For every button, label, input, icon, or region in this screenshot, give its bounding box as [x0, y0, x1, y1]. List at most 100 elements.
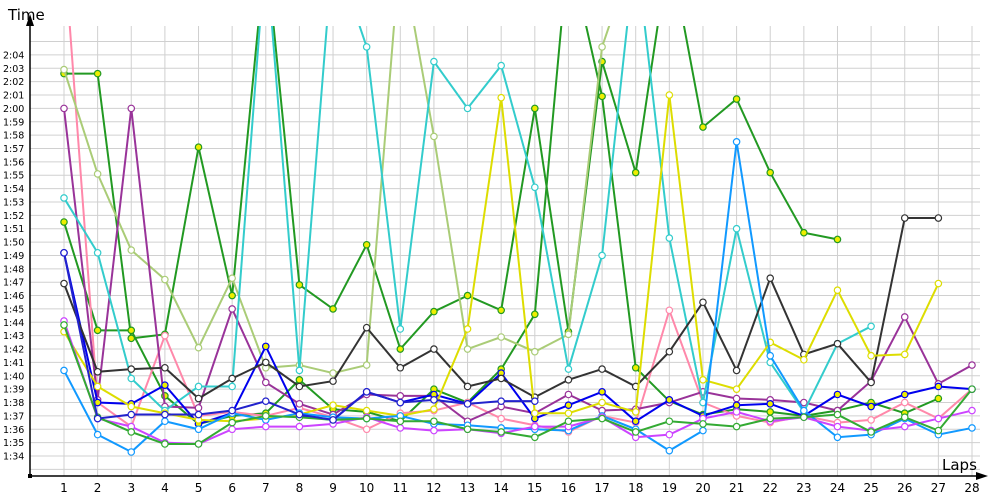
- data-point: [766, 414, 775, 423]
- data-point: [867, 378, 875, 387]
- data-point: [497, 333, 505, 341]
- data-point: [732, 385, 741, 393]
- data-point: [732, 366, 741, 375]
- data-point: [93, 382, 102, 391]
- data-point: [968, 406, 976, 415]
- data-point: [127, 374, 136, 383]
- data-point: [665, 234, 674, 242]
- x-tick-label: 25: [863, 481, 878, 495]
- x-tick-label: 28: [964, 481, 979, 495]
- data-point: [194, 425, 203, 434]
- data-point: [732, 408, 741, 416]
- series-line: [64, 26, 838, 352]
- data-point: [699, 123, 707, 131]
- data-point: [329, 305, 337, 313]
- data-point: [261, 397, 270, 405]
- data-point: [867, 322, 875, 331]
- data-point: [194, 382, 203, 391]
- data-point: [968, 424, 976, 432]
- data-point: [766, 400, 775, 408]
- data-point: [93, 248, 102, 257]
- series-line: [63, 324, 973, 445]
- data-point: [93, 414, 102, 423]
- data-point: [800, 398, 808, 407]
- data-point: [430, 345, 438, 353]
- x-tick-label: 24: [830, 481, 845, 495]
- data-point: [295, 375, 304, 384]
- data-point: [732, 224, 741, 233]
- data-point: [60, 104, 68, 113]
- y-tick-label: 1:36: [3, 425, 24, 436]
- data-point: [867, 351, 875, 360]
- data-point: [598, 43, 606, 51]
- data-point: [329, 401, 337, 409]
- data-point: [968, 385, 976, 393]
- data-point: [60, 366, 68, 375]
- data-point: [161, 363, 169, 372]
- y-tick-label: 1:45: [3, 304, 24, 315]
- data-point: [598, 251, 606, 260]
- series-line: [63, 320, 973, 445]
- data-point: [564, 375, 573, 384]
- y-tick-label: 1:40: [3, 371, 24, 382]
- data-point: [531, 397, 539, 405]
- data-point: [362, 388, 371, 396]
- data-point: [766, 408, 775, 416]
- data-point: [531, 310, 539, 319]
- x-tick-label: 16: [561, 481, 576, 495]
- origin-mark: [28, 474, 32, 478]
- data-point: [968, 361, 976, 369]
- data-point: [60, 321, 68, 329]
- data-point: [833, 422, 842, 431]
- data-point: [396, 417, 405, 426]
- data-point: [900, 398, 909, 407]
- data-point: [228, 418, 236, 427]
- data-point: [194, 440, 203, 448]
- y-tick-label: 1:41: [3, 358, 24, 369]
- data-point: [833, 390, 842, 399]
- data-point: [732, 394, 741, 403]
- x-tick-label: 15: [527, 481, 542, 495]
- y-tick-label: 1:55: [3, 171, 24, 182]
- y-tick-labels: 1:34 1:35 1:36 1:37 1:38 1:39 1:40 1:41 1:42 1:43…: [3, 50, 24, 462]
- x-tick-label: 3: [127, 481, 135, 495]
- data-point: [295, 422, 304, 431]
- x-tick-label: 13: [460, 481, 475, 495]
- data-point: [161, 410, 169, 419]
- y-tick-label: 1:43: [3, 331, 24, 342]
- y-axis-arrow: [26, 14, 34, 26]
- data-point: [194, 143, 203, 151]
- data-point: [833, 433, 842, 442]
- data-point: [161, 417, 169, 426]
- data-point: [261, 378, 270, 387]
- data-point: [329, 377, 337, 385]
- data-point: [900, 413, 909, 422]
- data-point: [867, 428, 875, 436]
- data-point: [127, 246, 136, 254]
- series-1: [60, 26, 842, 353]
- x-tick-label: 2: [94, 481, 102, 495]
- data-point: [161, 381, 169, 389]
- data-point: [497, 93, 505, 102]
- series-line: [63, 141, 973, 454]
- data-point: [93, 69, 102, 78]
- data-point: [497, 61, 505, 70]
- x-axis-title: Laps: [942, 456, 977, 474]
- y-tick-label: 1:51: [3, 224, 24, 235]
- data-point: [531, 433, 539, 442]
- data-point: [93, 170, 102, 178]
- data-point: [665, 430, 674, 439]
- data-point: [228, 382, 236, 391]
- data-point: [732, 401, 741, 409]
- data-point: [766, 351, 775, 360]
- y-tick-label: 1:47: [3, 278, 24, 289]
- series-9: [60, 91, 943, 426]
- series-line: [63, 108, 973, 423]
- data-point: [463, 382, 472, 391]
- data-point: [295, 281, 304, 289]
- data-point: [531, 183, 539, 192]
- data-point: [531, 409, 539, 418]
- data-point: [430, 132, 438, 141]
- data-point: [900, 214, 909, 222]
- y-tick-label: 2:01: [3, 91, 24, 102]
